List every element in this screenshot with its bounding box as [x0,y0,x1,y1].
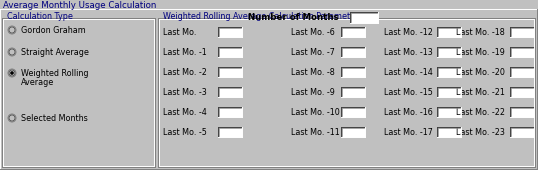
Text: Last Mo. -1: Last Mo. -1 [163,48,207,57]
Circle shape [8,26,16,34]
Text: Number of Months: Number of Months [248,13,338,22]
Text: Last Mo. -7: Last Mo. -7 [291,48,335,57]
Bar [0,0,538,10]
Bar [437,47,461,57]
Bar [437,87,461,97]
Text: Last Mo. -8: Last Mo. -8 [291,68,335,77]
Text: Last Mo.: Last Mo. [163,28,196,37]
Text: Last Mo. -4: Last Mo. -4 [163,108,207,117]
Text: Last Mo. -17: Last Mo. -17 [384,128,433,137]
Bar [350,12,378,23]
Circle shape [8,114,16,122]
Bar [218,27,242,37]
Circle shape [8,69,16,77]
Circle shape [9,115,15,121]
Bar [218,47,242,57]
Bar [341,67,365,77]
Bar [218,67,242,77]
Text: Last Mo. -12: Last Mo. -12 [384,28,433,37]
Text: Last Mo. -9: Last Mo. -9 [291,88,335,97]
Bar [341,27,365,37]
Text: Average: Average [21,78,54,87]
Bar [341,87,365,97]
Text: Last Mo. -6: Last Mo. -6 [291,28,335,37]
Circle shape [9,49,15,55]
Text: Weighted Rolling Average Calculation Parameters: Weighted Rolling Average Calculation Par… [163,12,363,21]
Bar [218,107,242,117]
Bar [510,87,534,97]
Bar [510,107,534,117]
Bar [437,107,461,117]
Text: Last Mo. -15: Last Mo. -15 [384,88,433,97]
Text: Average Monthly Usage Calculation: Average Monthly Usage Calculation [3,1,157,10]
Text: Calculation Type: Calculation Type [7,12,73,21]
Text: Selected Months: Selected Months [21,114,88,123]
Circle shape [8,48,16,56]
Bar [437,67,461,77]
Text: Last Mo. -22: Last Mo. -22 [456,108,505,117]
Bar [510,67,534,77]
Text: Gordon Graham: Gordon Graham [21,26,86,35]
Text: Last Mo. -14: Last Mo. -14 [384,68,433,77]
Text: Last Mo. -18: Last Mo. -18 [456,28,505,37]
Bar [218,87,242,97]
Text: Last Mo. -23: Last Mo. -23 [456,128,505,137]
Bar [341,107,365,117]
Text: Straight Average: Straight Average [21,48,89,57]
Text: Last Mo. -21: Last Mo. -21 [456,88,505,97]
Text: Last Mo. -20: Last Mo. -20 [456,68,505,77]
Text: Last Mo. -16: Last Mo. -16 [384,108,433,117]
Bar [510,27,534,37]
Circle shape [9,70,15,76]
Text: Last Mo. -13: Last Mo. -13 [384,48,433,57]
Text: Last Mo. -2: Last Mo. -2 [163,68,207,77]
Bar [510,47,534,57]
Circle shape [9,27,15,33]
Text: Last Mo. -11: Last Mo. -11 [291,128,340,137]
Bar [437,127,461,137]
Text: Last Mo. -10: Last Mo. -10 [291,108,340,117]
Text: Last Mo. -3: Last Mo. -3 [163,88,207,97]
Circle shape [10,71,14,75]
Bar [341,127,365,137]
Bar [510,127,534,137]
Text: Last Mo. -19: Last Mo. -19 [456,48,505,57]
Text: Weighted Rolling: Weighted Rolling [21,69,88,78]
Bar [341,47,365,57]
Text: Last Mo. -5: Last Mo. -5 [163,128,207,137]
Bar [437,27,461,37]
Bar [218,127,242,137]
